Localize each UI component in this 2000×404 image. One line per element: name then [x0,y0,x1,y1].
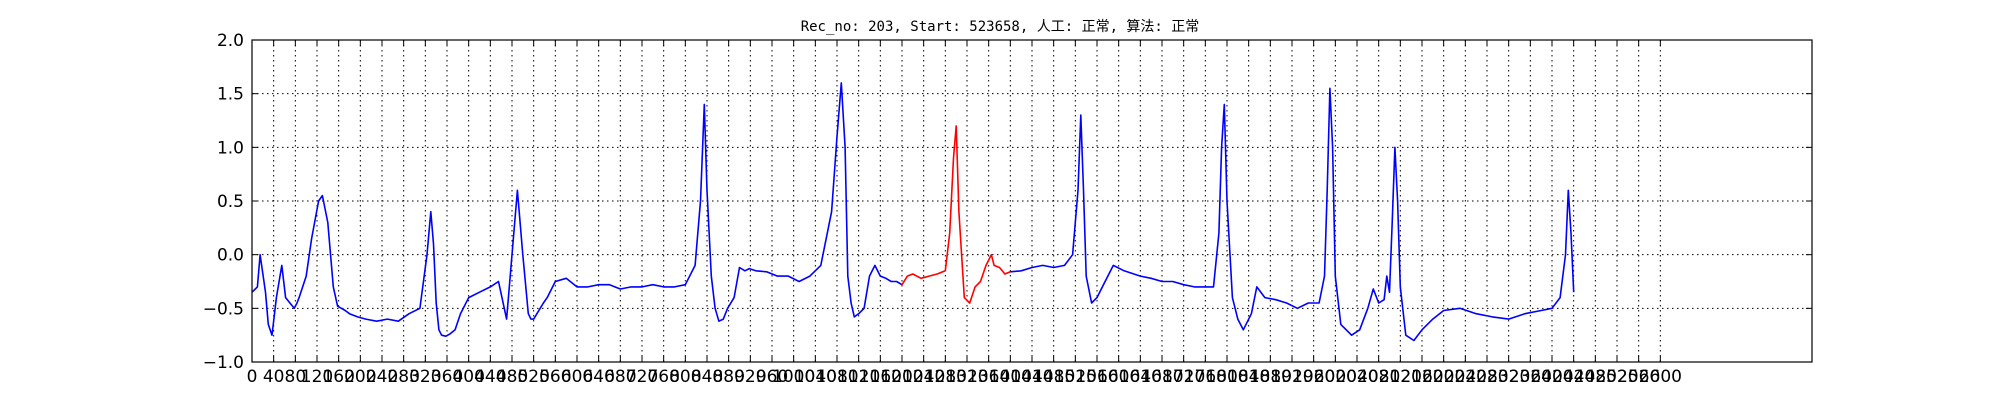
x-tick-label: 1960 [1292,367,1335,387]
x-tick-label: 1440 [1010,367,1053,387]
x-tick-label: 2000 [1314,367,1357,387]
x-tick-label: 1040 [794,367,837,387]
series-layer [251,82,1575,342]
x-tick-label: 80 [285,367,307,387]
x-tick-label: 2040 [1335,367,1378,387]
y-tick-label: 0.5 [217,192,244,212]
x-tick-label: 1320 [945,367,988,387]
x-tick-label: 1120 [837,367,880,387]
x-tick-label: 520 [517,367,549,387]
x-tick-label: 2280 [1465,367,1508,387]
x-tick-label: 920 [734,367,766,387]
y-tick-label: 1.5 [217,85,244,105]
x-tick-label: 1360 [967,367,1010,387]
x-tick-label: 1480 [1032,367,1075,387]
x-tick-label: 2440 [1552,367,1595,387]
x-tick-label: 1880 [1249,367,1292,387]
x-tick-label: 360 [431,367,463,387]
y-tick-label: −0.5 [203,299,244,319]
x-tick-label: 2400 [1530,367,1573,387]
x-tick-label: 1280 [924,367,967,387]
x-tick-label: 2560 [1617,367,1660,387]
x-tick-label: 2240 [1444,367,1487,387]
x-tick-label: 2480 [1574,367,1617,387]
x-tick-label: 1680 [1140,367,1183,387]
x-tick-label: 2200 [1422,367,1465,387]
x-tick-label: 1840 [1227,367,1270,387]
x-tick-label: 2520 [1595,367,1638,387]
x-tick-label: 240 [366,367,398,387]
x-tick-label: 1560 [1075,367,1118,387]
x-tick-label: 1600 [1097,367,1140,387]
y-tick-label: −1.0 [203,353,244,373]
x-tick-label: 720 [626,367,658,387]
x-tick-label: 1080 [815,367,858,387]
x-tick-label: 1200 [880,367,923,387]
x-tick-label: 160 [322,367,354,387]
x-tick-label: 1520 [1054,367,1097,387]
x-tick-label: 2160 [1400,367,1443,387]
x-tick-label: 440 [474,367,506,387]
x-tick-label: 800 [669,367,701,387]
x-tick-label: 600 [561,367,593,387]
x-tick-label: 320 [409,367,441,387]
y-tick-label: 0.0 [217,246,244,266]
tick-layer: −1.0−0.50.00.51.01.52.00 40 80120160200240… [203,31,1812,387]
y-tick-label: 1.0 [217,138,244,158]
chart-title: Rec_no: 203, Start: 523658, 人工: 正常, 算法: … [801,19,1200,35]
series-line [901,125,1011,304]
x-tick-label: 40 [263,367,285,387]
x-tick-label: 640 [582,367,614,387]
x-tick-label: 560 [539,367,571,387]
x-tick-label: 840 [691,367,723,387]
grid-layer [252,40,1812,362]
x-tick-label: 200 [344,367,376,387]
x-tick-label: 1240 [902,367,945,387]
x-tick-label: 280 [387,367,419,387]
x-tick-label: 400 [452,367,484,387]
x-tick-label: 1920 [1270,367,1313,387]
x-tick-label: 1720 [1162,367,1205,387]
x-tick-label: 880 [712,367,744,387]
x-tick-label: 2360 [1509,367,1552,387]
y-tick-label: 2.0 [217,31,244,51]
x-tick-label: 0 [247,367,258,387]
x-tick-label: 760 [647,367,679,387]
x-tick-label: 1160 [859,367,902,387]
x-tick-label: 680 [604,367,636,387]
x-tick-label: 120 [301,367,333,387]
series-line [251,82,903,338]
x-tick-label: 2120 [1379,367,1422,387]
x-tick-label: 1640 [1119,367,1162,387]
x-tick-label: 480 [496,367,528,387]
x-tick-label: 1400 [989,367,1032,387]
x-tick-label: 960 [756,367,788,387]
x-tick-label: 1000 [772,367,815,387]
x-tick-label: 1800 [1205,367,1248,387]
series-line [1010,87,1575,342]
x-tick-label: 2080 [1357,367,1400,387]
x-tick-label: 2600 [1639,367,1682,387]
x-tick-label: 1760 [1184,367,1227,387]
x-tick-label: 2320 [1487,367,1530,387]
